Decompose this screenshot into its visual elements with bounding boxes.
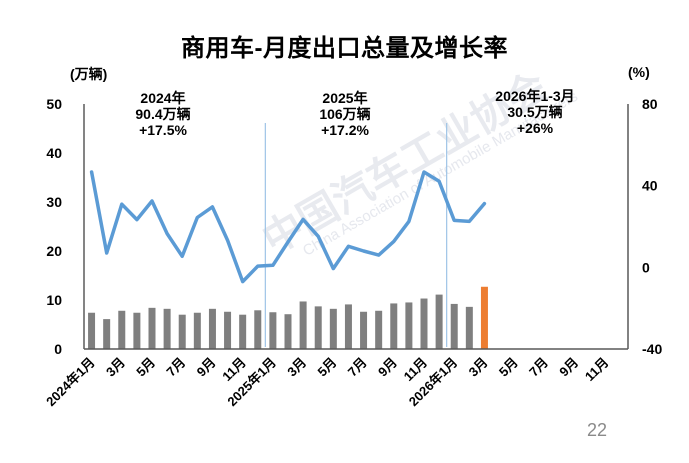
bar — [329, 308, 337, 349]
annotation-growth: +17.2% — [321, 122, 369, 138]
bar — [88, 312, 96, 349]
x-tick-label: 7月 — [345, 355, 370, 380]
right-axis-unit: (%) — [628, 64, 650, 80]
annotation-total: 90.4万辆 — [135, 106, 191, 122]
annotation-2024: 2024年 90.4万辆 +17.5% — [108, 90, 218, 138]
growth-rate-line — [89, 170, 487, 284]
x-tick-label: 3月 — [103, 355, 128, 380]
x-tick-label: 7月 — [163, 355, 188, 380]
bar — [344, 304, 352, 349]
x-tick-label: 3月 — [284, 355, 309, 380]
x-tick-label: 5月 — [133, 355, 158, 380]
bar — [254, 310, 262, 349]
x-tick-label: 11月 — [582, 355, 612, 385]
bar — [133, 312, 141, 349]
page-number: 22 — [587, 420, 608, 440]
bar — [375, 310, 383, 349]
bar — [224, 311, 232, 349]
bar — [435, 294, 443, 349]
bar — [269, 312, 277, 349]
annotation-total: 106万辆 — [319, 106, 371, 122]
bar — [314, 306, 322, 349]
x-tick-label: 3月 — [466, 355, 491, 380]
x-tick-label: 2024年1月 — [43, 355, 98, 410]
right-tick-label: 40 — [642, 178, 658, 194]
left-tick-label: 0 — [54, 341, 62, 357]
bar — [163, 308, 171, 349]
bar — [284, 314, 292, 349]
annotation-growth: +26% — [516, 120, 554, 136]
x-tick-label: 9月 — [194, 355, 219, 380]
bar — [118, 310, 126, 349]
chart-title: 商用车-月度出口总量及增长率 — [181, 35, 508, 62]
bar — [239, 314, 247, 349]
x-tick-label: 7月 — [526, 355, 551, 380]
bar — [360, 311, 368, 349]
bar — [465, 306, 473, 349]
left-tick-label: 50 — [46, 96, 62, 112]
right-tick-label: -40 — [642, 341, 662, 357]
bar — [390, 303, 398, 349]
annotation-year: 2025年 — [322, 90, 368, 106]
x-tick-label: 5月 — [315, 355, 340, 380]
bar — [480, 286, 488, 349]
x-tick-label: 9月 — [556, 355, 581, 380]
bar — [103, 319, 111, 349]
annotation-2026: 2026年1-3月 30.5万辆 +26% — [470, 88, 600, 136]
right-tick-label: 80 — [642, 96, 658, 112]
right-tick-label: 0 — [642, 259, 650, 275]
bar — [299, 301, 307, 349]
left-tick-label: 30 — [46, 194, 62, 210]
bar — [178, 314, 186, 349]
bar — [450, 303, 458, 349]
left-axis-unit: (万辆) — [70, 66, 108, 82]
bar — [148, 307, 156, 349]
bar — [405, 302, 413, 349]
bar — [420, 298, 428, 349]
left-tick-label: 10 — [46, 292, 62, 308]
annotation-growth: +17.5% — [139, 122, 187, 138]
bar — [208, 308, 216, 349]
annotation-year: 2024年 — [140, 90, 186, 106]
x-tick-label: 9月 — [375, 355, 400, 380]
left-tick-label: 40 — [46, 145, 62, 161]
annotation-year: 2026年1-3月 — [495, 88, 575, 104]
annotation-total: 30.5万辆 — [507, 104, 563, 120]
bar — [193, 312, 201, 349]
annotation-2025: 2025年 106万辆 +17.2% — [290, 90, 400, 138]
left-tick-label: 20 — [46, 243, 62, 259]
x-tick-label: 5月 — [496, 355, 521, 380]
